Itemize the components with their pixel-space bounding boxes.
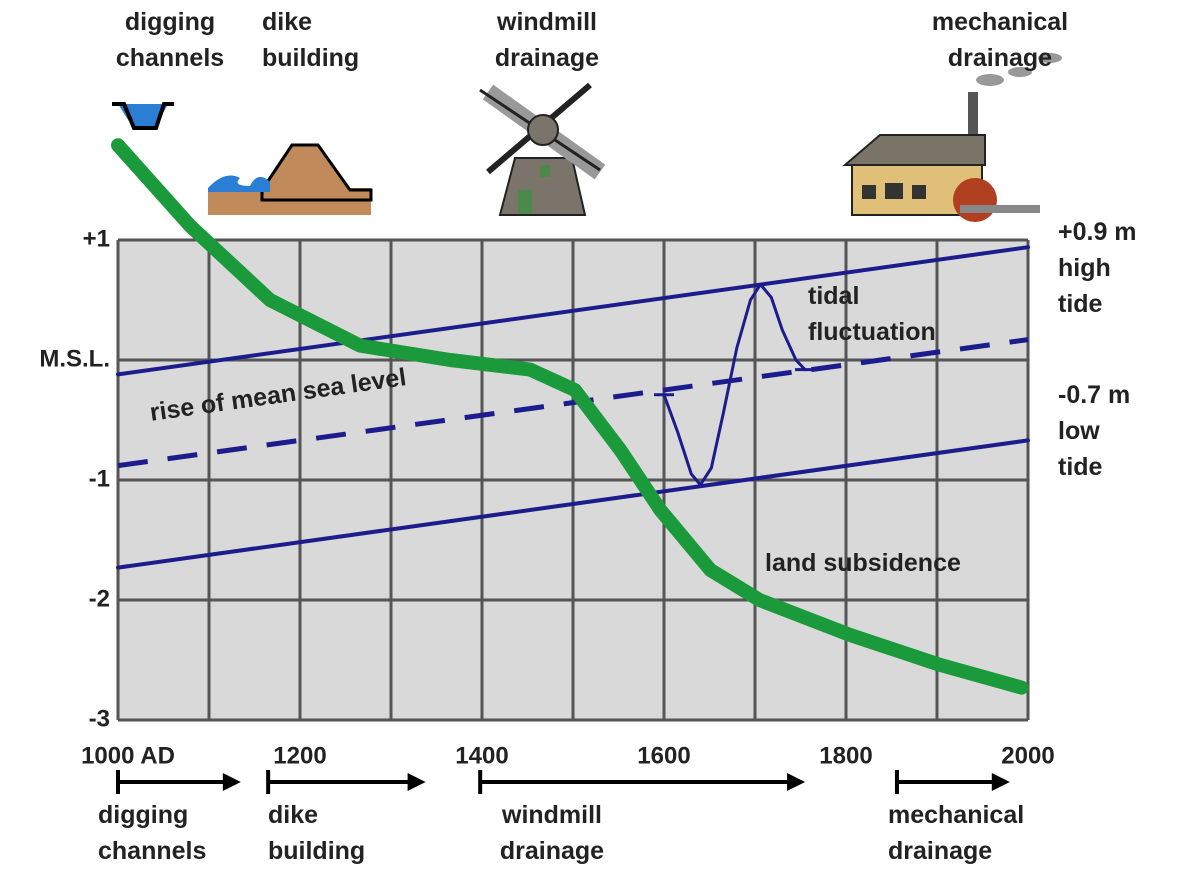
y-tick-label: +1 (83, 225, 110, 252)
stage-label: windmill drainage (472, 4, 622, 76)
series-label: high tide (1058, 250, 1128, 322)
arrow-head (787, 773, 805, 791)
stage-label: mechanical drainage (915, 4, 1085, 76)
arrow-head (223, 773, 241, 791)
y-tick-label: M.S.L. (39, 345, 110, 372)
series-label: low tide (1058, 413, 1128, 485)
x-tick-label: 1000 AD (81, 742, 175, 769)
arrow-head (992, 773, 1010, 791)
windmill-icon (480, 85, 600, 215)
arrow-head (408, 773, 426, 791)
x-tick-label: 2000 (1001, 742, 1054, 769)
series-label: tidal fluctuation (808, 278, 988, 350)
x-tick-label: 1600 (637, 742, 690, 769)
pump-house-icon (845, 53, 1062, 222)
annotation: -0.7 m (1058, 377, 1178, 413)
period-label: dike building (268, 797, 398, 869)
stage-label: dike building (262, 4, 392, 76)
y-tick-label: -2 (89, 585, 110, 612)
x-tick-label: 1200 (273, 742, 326, 769)
dike-icon (208, 145, 371, 215)
y-tick-label: -3 (89, 705, 110, 732)
annotation: +0.9 m (1058, 214, 1178, 250)
period-label: windmill drainage (482, 797, 622, 869)
period-label: digging channels (98, 797, 248, 869)
channel-icon (112, 104, 174, 128)
y-tick-label: -1 (89, 465, 110, 492)
page: +1 M.S.L. -1 -2 -3 1000 AD 1200 1400 1600 1800 200… (0, 0, 1182, 872)
chart: +1 M.S.L. -1 -2 -3 1000 AD 1200 1400 1600 1800 200… (0, 0, 1182, 872)
x-tick-label: 1400 (455, 742, 508, 769)
stage-label: digging channels (95, 4, 245, 76)
x-tick-label: 1800 (819, 742, 872, 769)
period-label: mechanical drainage (888, 797, 1068, 869)
series-label: land subsidence (765, 545, 1065, 581)
